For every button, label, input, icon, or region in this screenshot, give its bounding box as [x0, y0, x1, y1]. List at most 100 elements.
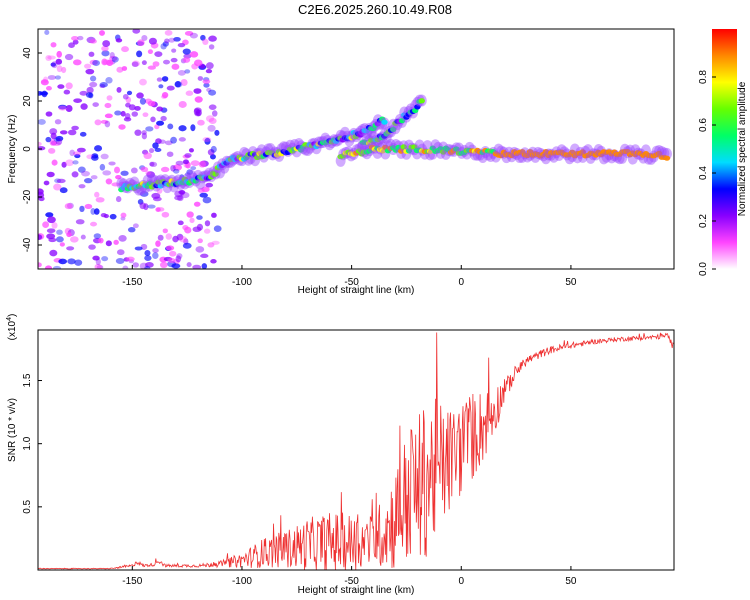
spectrogram-noise-blob: [156, 186, 163, 194]
spectrogram-noise-blob: [52, 265, 62, 269]
spectrogram-noise-blob: [139, 190, 149, 197]
spectrogram-noise-blob: [152, 196, 162, 202]
spectrogram-noise-blob: [202, 38, 209, 46]
spectrogram-noise-blob: [38, 234, 43, 241]
spectrogram-noise-blob: [105, 178, 113, 185]
colorbar-tick-label: 0.8: [698, 70, 709, 84]
spectrogram-noise-blob: [210, 259, 217, 264]
spectrogram-core-blob: [508, 152, 515, 159]
spectrogram-x-ticks: -150 -100 -50 0 50: [122, 265, 577, 288]
spectrogram-noise-blob: [75, 219, 85, 225]
spectrogram-noise-blob: [74, 259, 83, 266]
spectrogram-core-blob: [397, 148, 405, 154]
spectrogram-noise-blob: [158, 139, 166, 144]
spectrogram-noise-blob: [104, 120, 111, 128]
spectrogram-noise-blob: [59, 242, 65, 247]
spectrogram-noise-blob: [45, 136, 52, 143]
colorbar-tick-label: 0.0: [698, 262, 709, 276]
spectrogram-noise-blob: [115, 38, 123, 43]
spectrogram-noise-blob: [144, 265, 151, 269]
spectrogram-noise-blob: [178, 137, 186, 142]
spectrogram-noise-blob: [94, 191, 100, 198]
spectrogram-noise-blob: [46, 171, 55, 178]
spectrogram-noise-blob: [84, 63, 92, 69]
spectrogram-noise-blob: [174, 81, 182, 88]
spectrogram-noise-blob: [115, 258, 125, 265]
spectrogram-noise-blob: [140, 166, 149, 172]
spectrogram-noise-blob: [114, 110, 122, 116]
spectrogram-noise-blob: [184, 69, 191, 74]
spectrogram-noise-blob: [65, 105, 73, 113]
spectrogram-noise-blob: [179, 236, 188, 243]
spectrogram-noise-blob: [204, 220, 211, 227]
spectrogram-noise-blob: [67, 129, 77, 136]
spectrogram-noise-blob: [71, 125, 79, 131]
spectrogram-noise-blob: [104, 113, 113, 119]
spectrogram-noise-blob: [193, 88, 202, 94]
spectrogram-noise-blob: [171, 48, 177, 53]
spectrogram-noise-blob: [190, 124, 196, 132]
spectrogram-halo-blob: [477, 151, 488, 164]
spectrogram-halo-blob: [390, 122, 401, 135]
spectrogram-noise-blob: [141, 35, 148, 42]
chart-title: C2E6.2025.260.10.49.R08: [298, 2, 452, 17]
spectrogram-noise-blob: [190, 166, 197, 171]
snr-x-tick-label: 0: [458, 576, 464, 587]
spectrogram-core-blob: [400, 144, 408, 150]
spectrogram-noise-blob: [116, 66, 124, 73]
spectrogram-noise-blob: [113, 239, 119, 245]
spectrogram-noise-blob: [47, 55, 56, 60]
spectrogram-noise-blob: [53, 183, 62, 191]
spectrogram-noise-blob: [202, 196, 212, 204]
spectrogram-noise-blob: [76, 147, 86, 153]
spectrogram-core-blob: [157, 183, 165, 189]
spectrogram-core-blob: [405, 148, 413, 154]
spectrogram-noise-blob: [84, 203, 93, 210]
spectrogram-noise-blob: [38, 119, 46, 125]
spectrogram-noise-blob: [211, 212, 217, 218]
spectrogram-noise-blob: [72, 151, 82, 156]
spectrogram-noise-blob: [154, 147, 162, 153]
spectrogram-noise-blob: [63, 89, 71, 95]
spectrogram-noise-blob: [65, 82, 73, 90]
spectrogram-noise-blob: [54, 75, 61, 80]
spectrogram-noise-blob: [71, 36, 79, 41]
spectrogram-noise-blob: [45, 212, 54, 218]
spectrogram-x-label: Height of straight line (km): [298, 285, 415, 296]
spectrogram-core-blob: [524, 152, 531, 159]
spectrogram-y-tick-label: 20: [22, 95, 33, 107]
spectrogram-noise-blob: [50, 42, 57, 48]
spectrogram-noise-blob: [100, 212, 107, 218]
spectrogram-noise-blob: [116, 87, 122, 93]
colorbar: 0.0 0.2 0.4 0.6 0.8 Normalized spectral ampl…: [698, 29, 748, 276]
spectrogram-noise-blob: [136, 50, 143, 58]
spectrogram-noise-blob: [154, 51, 163, 58]
spectrogram-noise-blob: [101, 256, 109, 262]
spectrogram-noise-blob: [214, 129, 220, 136]
spectrogram-noise-blob: [111, 182, 120, 187]
spectrogram-noise-blob: [162, 228, 168, 234]
snr-multiplier-exp: 4: [6, 317, 13, 321]
spectrogram-noise-blob: [195, 246, 205, 253]
spectrogram-noise-blob: [208, 104, 217, 110]
spectrogram-noise-blob: [149, 161, 158, 168]
spectrogram-noise-blob: [48, 148, 56, 154]
spectrogram-noise-blob: [66, 246, 75, 251]
spectrogram-noise-blob: [201, 263, 208, 269]
spectrogram-core-blob: [418, 98, 425, 104]
spectrogram-core-blob: [414, 104, 421, 110]
spectrogram-noise-blob: [208, 44, 215, 50]
spectrogram-noise-blob: [58, 258, 68, 265]
spectrogram-noise-blob: [38, 262, 42, 268]
spectrogram-noise-blob: [184, 172, 191, 177]
spectrogram-noise-blob: [189, 51, 199, 58]
spectrogram-noise-blob: [88, 244, 96, 250]
spectrogram-noise-blob: [205, 62, 214, 70]
spectrogram-noise-blob: [90, 208, 96, 215]
spectrogram-noise-blob: [205, 115, 215, 123]
spectrogram-noise-blob: [158, 84, 164, 89]
spectrogram-noise-blob: [83, 177, 93, 184]
spectrogram-noise-blob: [159, 261, 168, 269]
spectrogram-noise-blob: [71, 171, 79, 178]
spectrogram-noise-blob: [79, 205, 85, 213]
